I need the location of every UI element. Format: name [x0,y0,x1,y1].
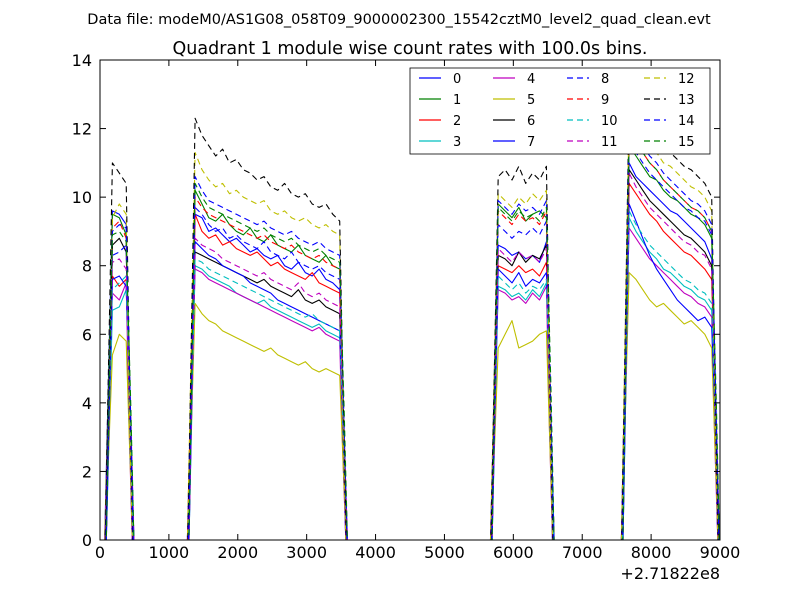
legend-label-1: 1 [453,93,461,108]
y-tick-label: 4 [82,394,92,413]
legend-label-4: 4 [527,72,535,87]
x-axis: 0 1000 2000 3000 4000 5000 6000 7000 8000 9000 [95,60,740,562]
x-tick-label: 5000 [424,543,465,562]
x-tick-label: 8000 [631,543,672,562]
series-line-5 [100,272,720,540]
legend-label-0: 0 [453,72,461,87]
y-tick-label: 2 [82,462,92,481]
legend-label-6: 6 [527,114,535,129]
legend-label-12: 12 [678,72,695,87]
legend-label-14: 14 [678,114,695,129]
legend-label-13: 13 [678,93,695,108]
y-tick-label: 8 [82,257,92,276]
x-tick-label: 6000 [493,543,534,562]
x-tick-label: 3000 [286,543,327,562]
y-tick-label: 12 [72,120,92,139]
chart-title: Quadrant 1 module wise count rates with … [173,39,648,59]
legend-label-2: 2 [453,114,461,129]
series-line-10 [100,210,720,540]
legend-label-7: 7 [527,135,535,150]
legend-frame [409,67,711,155]
x-tick-label: 1000 [149,543,190,562]
legend-label-8: 8 [601,72,609,87]
x-tick-label: 9000 [700,543,741,562]
x-tick-label: 2000 [217,543,258,562]
legend-label-15: 15 [678,135,695,150]
y-tick-label: 14 [72,51,92,70]
x-tick-label: 4000 [355,543,396,562]
y-tick-label: 0 [82,531,92,550]
y-tick-label: 10 [72,188,92,207]
legend-label-11: 11 [601,135,618,150]
series-line-4 [100,227,720,540]
plot-frame [99,59,721,541]
figure-suptitle: Data file: modeM0/AS1G08_058T09_90000023… [87,12,711,28]
series-line-12 [100,114,720,540]
legend-label-10: 10 [601,114,618,129]
x-offset-label: +2.71822e8 [620,564,720,583]
y-tick-label: 6 [82,325,92,344]
x-tick-label: 0 [95,543,105,562]
plot-lines [100,97,720,540]
legend-label-5: 5 [527,93,535,108]
legend-label-3: 3 [453,135,461,150]
x-tick-label: 7000 [562,543,603,562]
legend-label-9: 9 [601,93,609,108]
